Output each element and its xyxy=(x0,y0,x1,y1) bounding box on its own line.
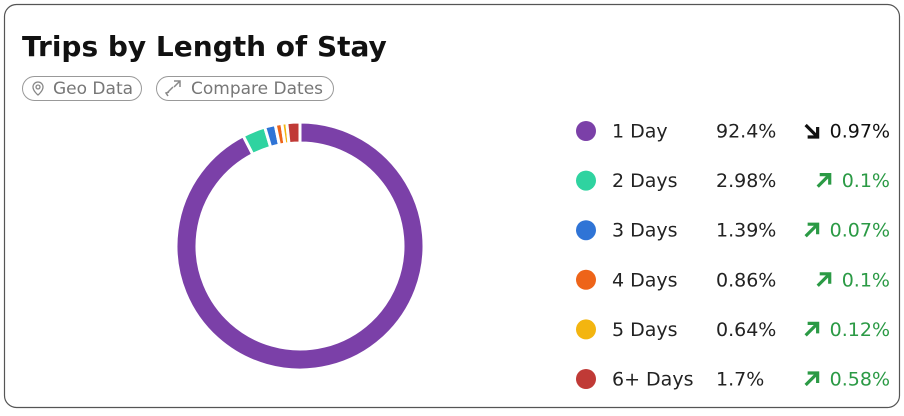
legend-label: 5 Days xyxy=(612,319,678,341)
donut-segment xyxy=(174,120,426,372)
change-label: 0.97% xyxy=(830,121,890,143)
legend-label: 4 Days xyxy=(612,269,678,291)
legend-value: 0.64% xyxy=(716,319,776,341)
legend-swatch xyxy=(576,170,596,191)
button-outline xyxy=(156,76,334,101)
up-arrow xyxy=(804,321,820,337)
legend-row: 2 Days 2.98% 0.1% xyxy=(576,170,890,192)
legend-value: 1.7% xyxy=(716,369,764,391)
compare-dates-button[interactable]: Compare Dates xyxy=(156,76,334,101)
card-border xyxy=(3,3,901,409)
change-label: 0.12% xyxy=(830,319,890,341)
button-label: Geo Data xyxy=(53,79,133,99)
legend-value: 2.98% xyxy=(716,170,776,192)
legend-swatch xyxy=(576,369,596,389)
legend-row: 4 Days 0.86% 0.1% xyxy=(576,269,890,291)
donut-segment xyxy=(285,120,302,146)
change-label: 0.1% xyxy=(842,170,890,192)
legend-swatch xyxy=(576,121,596,141)
legend-label: 2 Days xyxy=(612,170,678,192)
pin-icon xyxy=(32,81,44,96)
up-arrow xyxy=(816,173,832,188)
geo-data-button[interactable]: Geo Data xyxy=(22,76,142,101)
legend-swatch xyxy=(576,220,596,241)
legend-row: 1 Day 92.4% 0.97% xyxy=(576,121,890,143)
legend-label: 6+ Days xyxy=(612,369,693,391)
legend-row: 3 Days 1.39% 0.07% xyxy=(576,220,890,242)
legend-value: 92.4% xyxy=(716,121,776,143)
change-label: 0.58% xyxy=(830,369,890,391)
compare-icon xyxy=(164,80,181,97)
legend-value: 1.39% xyxy=(716,220,776,242)
legend-row: 6+ Days 1.7% 0.58% xyxy=(576,369,890,391)
legend-label: 1 Day xyxy=(612,121,668,143)
up-arrow xyxy=(804,371,820,387)
change-label: 0.07% xyxy=(830,220,890,242)
up-arrow xyxy=(804,222,820,238)
legend-label: 3 Days xyxy=(612,220,678,242)
legend-swatch xyxy=(576,319,596,340)
up-arrow xyxy=(816,272,832,287)
legend-row: 5 Days 0.64% 0.12% xyxy=(576,319,890,341)
button-outline xyxy=(22,76,142,101)
legend-value: 0.86% xyxy=(716,269,776,291)
legend-swatch xyxy=(576,269,596,290)
down-arrow xyxy=(804,123,820,139)
button-label: Compare Dates xyxy=(191,79,323,99)
change-label: 0.1% xyxy=(842,269,890,291)
card-title: Trips by Length of Stay xyxy=(22,30,387,63)
